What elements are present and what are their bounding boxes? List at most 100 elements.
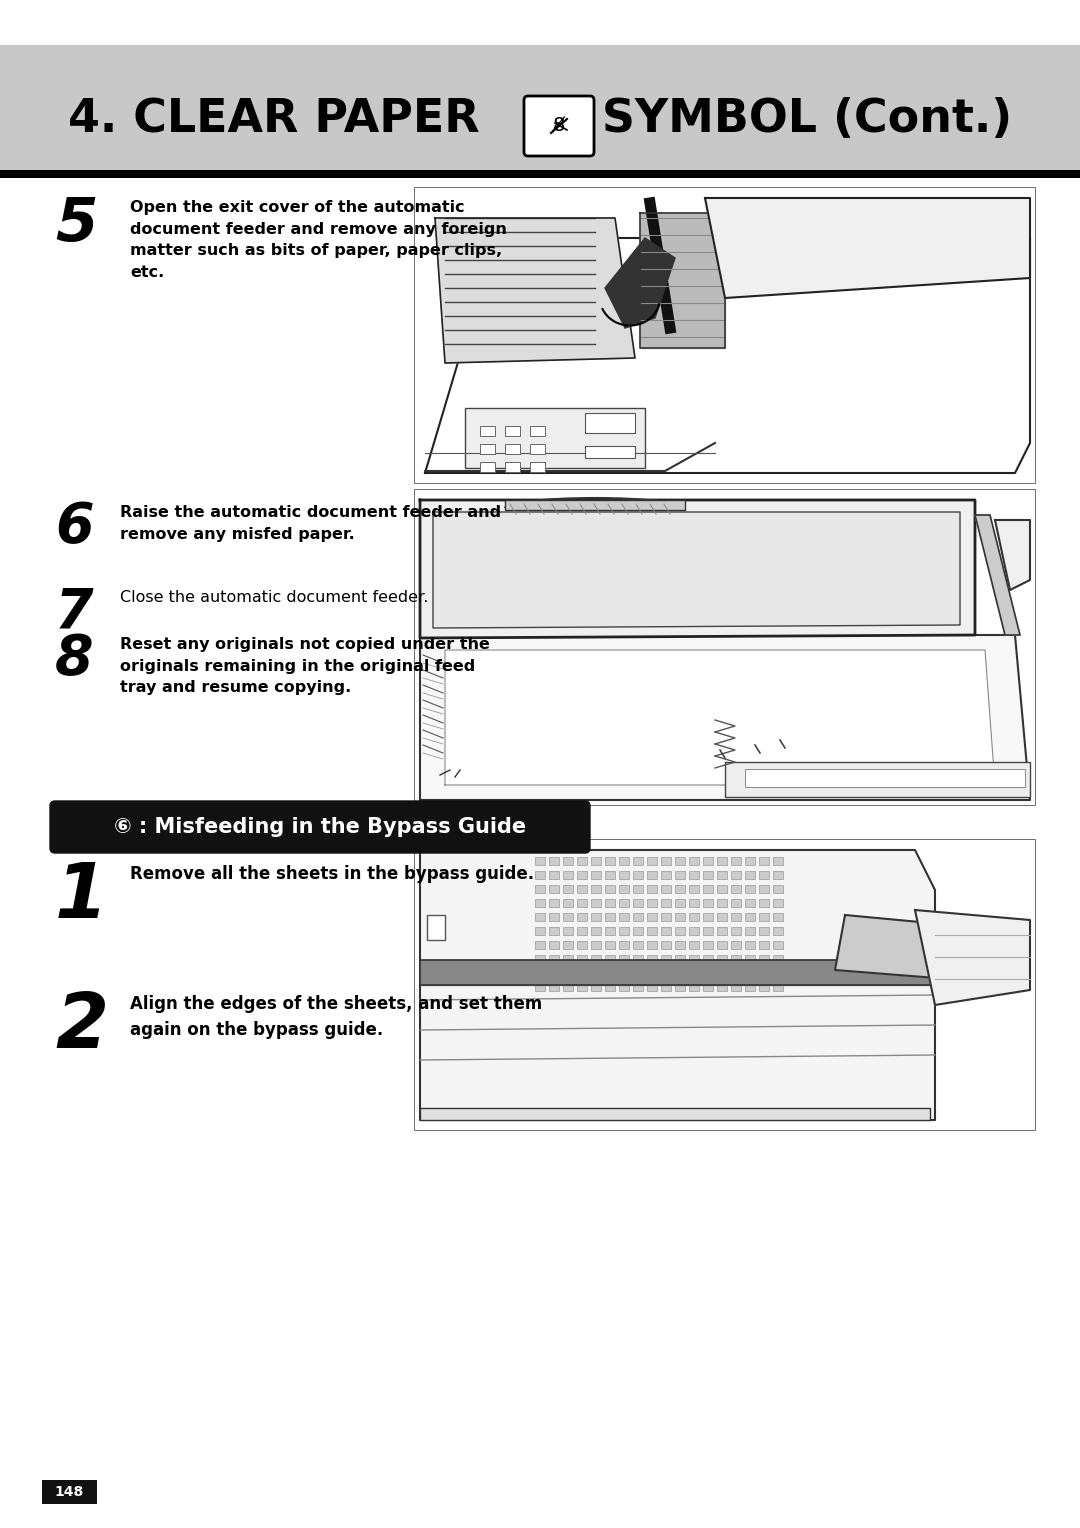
Bar — [717, 914, 727, 921]
Bar — [577, 871, 588, 879]
Bar — [717, 898, 727, 908]
Bar — [619, 983, 629, 992]
Bar — [675, 857, 685, 865]
Bar — [689, 955, 699, 963]
Bar — [535, 885, 545, 892]
Bar — [731, 871, 741, 879]
Bar — [759, 983, 769, 992]
Bar — [675, 969, 685, 976]
Bar — [731, 969, 741, 976]
Bar — [661, 871, 671, 879]
Bar — [745, 983, 755, 992]
Bar — [731, 955, 741, 963]
Text: SYMBOL (Cont.): SYMBOL (Cont.) — [602, 98, 1012, 142]
Bar — [535, 955, 545, 963]
Bar — [647, 927, 657, 935]
Bar — [505, 445, 519, 454]
Bar — [563, 885, 573, 892]
Bar — [633, 885, 643, 892]
Bar — [717, 927, 727, 935]
Bar — [585, 446, 635, 458]
Bar — [577, 955, 588, 963]
Polygon shape — [433, 512, 960, 628]
Bar — [415, 490, 1035, 805]
Text: 6: 6 — [55, 500, 94, 555]
Bar — [619, 885, 629, 892]
Bar — [675, 871, 685, 879]
Bar — [415, 188, 1035, 483]
Bar — [675, 927, 685, 935]
Bar — [689, 857, 699, 865]
Text: Align the edges of the sheets, and set them
again on the bypass guide.: Align the edges of the sheets, and set t… — [130, 995, 542, 1039]
Bar — [563, 857, 573, 865]
Polygon shape — [915, 911, 1030, 1005]
Polygon shape — [445, 649, 995, 785]
Text: Close the automatic document feeder.: Close the automatic document feeder. — [120, 590, 429, 605]
Polygon shape — [605, 238, 675, 329]
Bar — [675, 898, 685, 908]
Bar — [773, 871, 783, 879]
Bar — [605, 898, 615, 908]
Bar — [591, 969, 600, 976]
Bar — [647, 857, 657, 865]
Bar — [703, 955, 713, 963]
Bar — [633, 955, 643, 963]
Text: 4. CLEAR PAPER: 4. CLEAR PAPER — [68, 98, 480, 142]
Bar — [563, 927, 573, 935]
Bar — [633, 857, 643, 865]
Text: 148: 148 — [54, 1485, 83, 1499]
Text: 1: 1 — [55, 860, 108, 934]
Bar — [619, 969, 629, 976]
Bar — [661, 969, 671, 976]
Bar — [505, 461, 519, 472]
Bar — [745, 885, 755, 892]
Bar — [689, 969, 699, 976]
Bar — [745, 769, 1025, 787]
Bar — [717, 969, 727, 976]
Bar — [675, 941, 685, 949]
Bar — [689, 898, 699, 908]
Bar — [759, 969, 769, 976]
Bar — [535, 983, 545, 992]
Bar — [689, 914, 699, 921]
Bar — [717, 941, 727, 949]
Bar — [703, 927, 713, 935]
Polygon shape — [975, 515, 1020, 636]
Bar — [415, 490, 1035, 805]
Bar — [591, 983, 600, 992]
Bar — [577, 983, 588, 992]
Bar — [605, 955, 615, 963]
Bar — [773, 969, 783, 976]
Bar — [549, 898, 559, 908]
Bar — [633, 898, 643, 908]
Bar — [759, 941, 769, 949]
Bar — [605, 969, 615, 976]
Bar — [563, 941, 573, 949]
Bar — [591, 941, 600, 949]
Bar — [725, 762, 1030, 798]
Bar — [619, 941, 629, 949]
Bar — [731, 914, 741, 921]
Bar — [549, 871, 559, 879]
Bar — [661, 885, 671, 892]
Bar — [717, 871, 727, 879]
Bar — [689, 871, 699, 879]
Polygon shape — [420, 960, 935, 986]
Bar — [745, 898, 755, 908]
Bar — [633, 914, 643, 921]
Bar — [745, 969, 755, 976]
Bar — [535, 927, 545, 935]
Bar — [505, 426, 519, 435]
Bar — [535, 914, 545, 921]
Text: 2: 2 — [55, 990, 108, 1063]
Bar — [420, 1108, 930, 1120]
Bar — [0, 170, 1080, 177]
Text: 8: 8 — [55, 633, 94, 686]
Bar — [619, 857, 629, 865]
Bar — [42, 1481, 97, 1504]
Bar — [549, 885, 559, 892]
Bar — [647, 898, 657, 908]
Bar — [549, 941, 559, 949]
Bar — [689, 885, 699, 892]
Bar — [773, 927, 783, 935]
